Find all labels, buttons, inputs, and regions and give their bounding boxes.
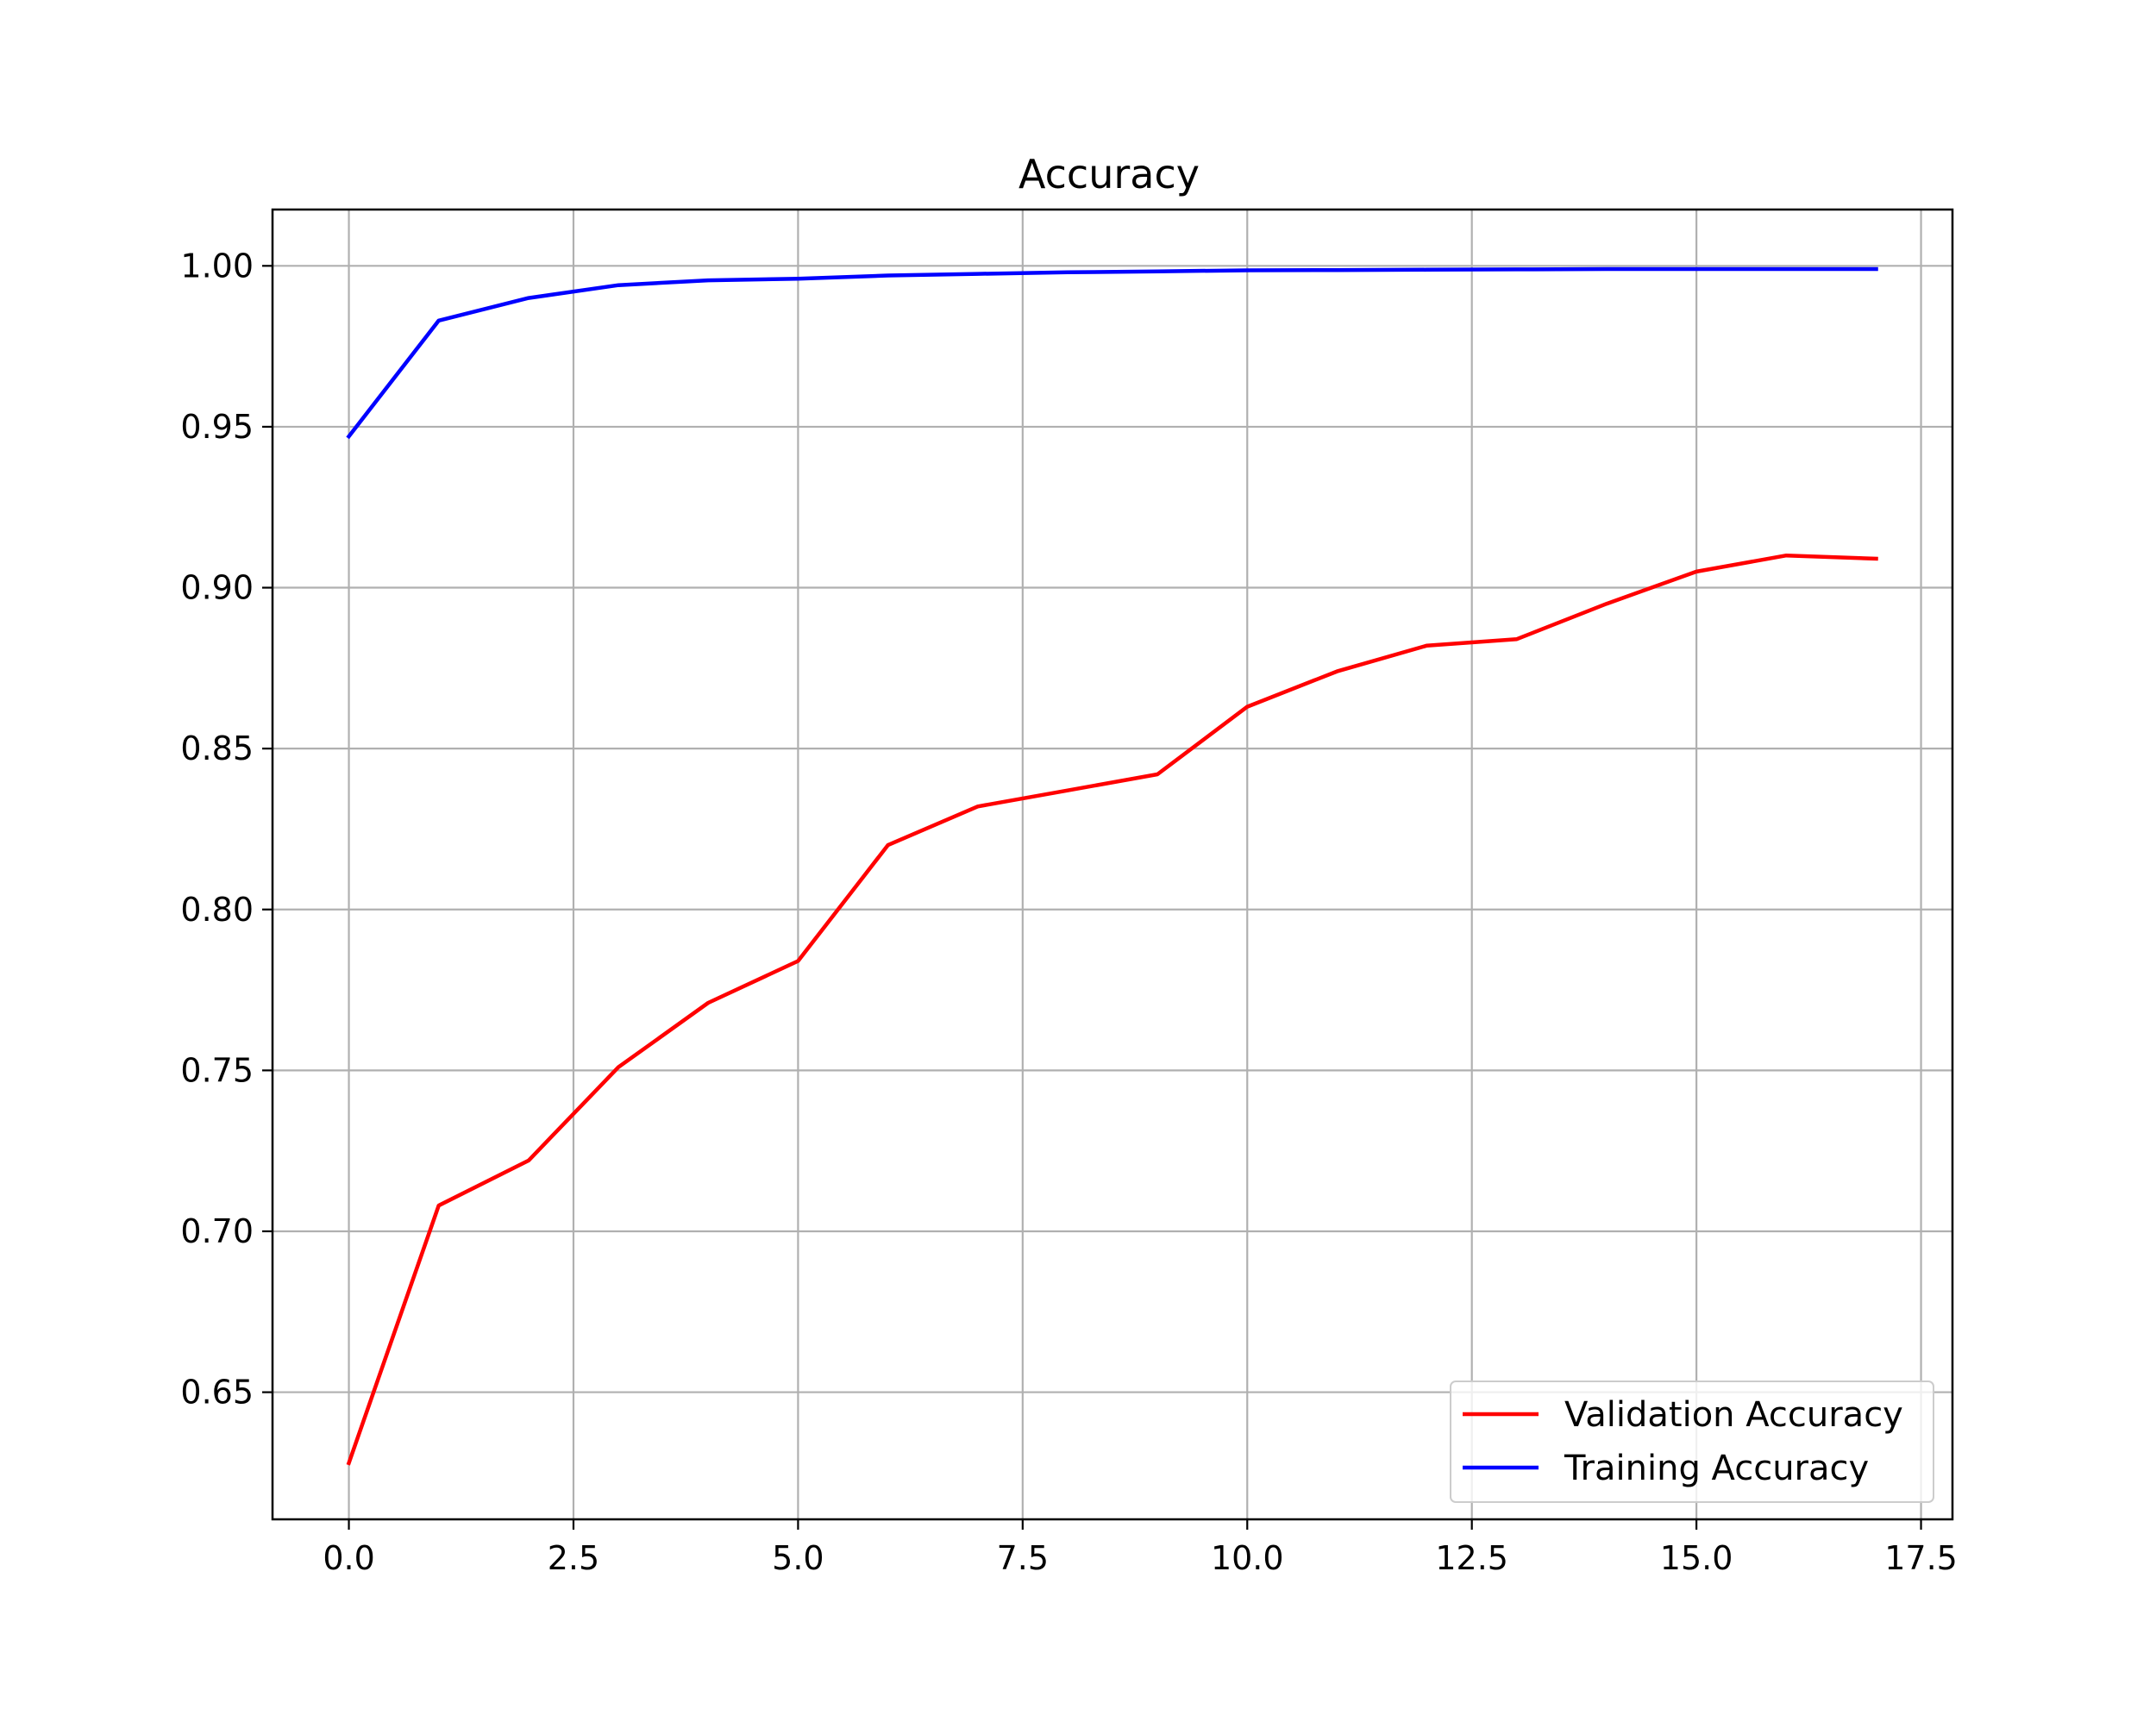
y-tick-label: 0.80 [180,891,254,929]
training-accuracy-line [346,266,1878,440]
series-layer [346,266,1878,1466]
legend: Validation Accuracy Training Accuracy [1450,1381,1934,1503]
y-tick-label: 0.95 [180,408,254,446]
y-tick-label: 0.70 [180,1212,254,1250]
x-tick-label: 0.0 [323,1539,374,1577]
x-tick-label: 12.5 [1435,1539,1508,1577]
plot-area-frame [271,208,1954,1521]
x-tick-label: 10.0 [1211,1539,1284,1577]
validation-accuracy-line [346,553,1878,1466]
legend-box [1450,1381,1934,1503]
legend-label: Validation Accuracy [1564,1395,1903,1435]
x-axis: 0.0 2.5 5.0 7.5 10.0 12.5 15.0 17.5 [323,1519,1958,1577]
x-tick-label: 5.0 [772,1539,824,1577]
y-tick-label: 0.90 [180,569,254,607]
grid-lines [273,210,1952,1519]
chart-title: Accuracy [1018,151,1200,197]
x-tick-label: 7.5 [997,1539,1049,1577]
y-tick-label: 1.00 [180,247,254,285]
y-tick-label: 0.85 [180,729,254,767]
y-tick-label: 0.65 [180,1374,254,1412]
x-tick-label: 17.5 [1884,1539,1958,1577]
y-tick-label: 0.75 [180,1051,254,1089]
x-tick-label: 15.0 [1660,1539,1733,1577]
x-tick-label: 2.5 [548,1539,599,1577]
y-axis: 0.65 0.70 0.75 0.80 0.85 0.90 0.95 1.00 [180,247,273,1412]
legend-label: Training Accuracy [1564,1449,1869,1488]
